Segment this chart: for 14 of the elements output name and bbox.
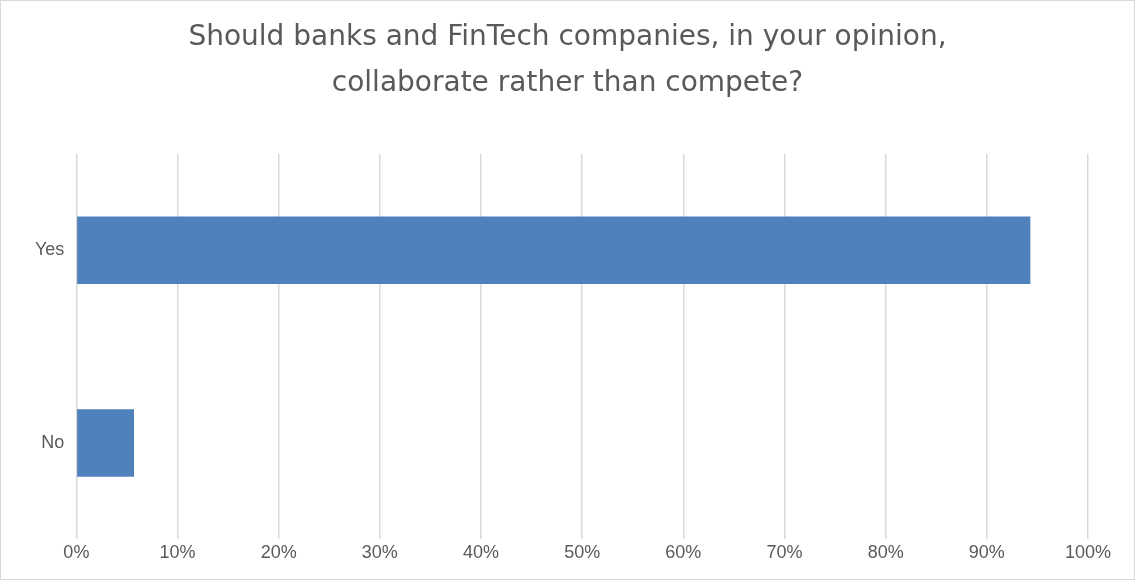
x-tick-label: 80% bbox=[867, 542, 904, 563]
x-tick-label: 0% bbox=[63, 542, 90, 563]
x-tick-label: 70% bbox=[766, 542, 803, 563]
x-tick-label: 10% bbox=[159, 542, 196, 563]
x-tick-label: 40% bbox=[463, 542, 500, 563]
y-tick-label: No bbox=[41, 431, 65, 452]
y-tick-label: Yes bbox=[34, 239, 65, 260]
chart-title: Should banks and FinTech companies, in your opinion, collaborate rather than compete? bbox=[187, 18, 948, 100]
x-tick-label: 100% bbox=[1064, 542, 1112, 563]
x-tick-label: 30% bbox=[361, 542, 398, 563]
x-tick-label: 90% bbox=[968, 542, 1005, 563]
x-tick-label: 50% bbox=[564, 542, 601, 563]
x-tick-label: 20% bbox=[260, 542, 297, 563]
x-tick-label: 60% bbox=[665, 542, 702, 563]
